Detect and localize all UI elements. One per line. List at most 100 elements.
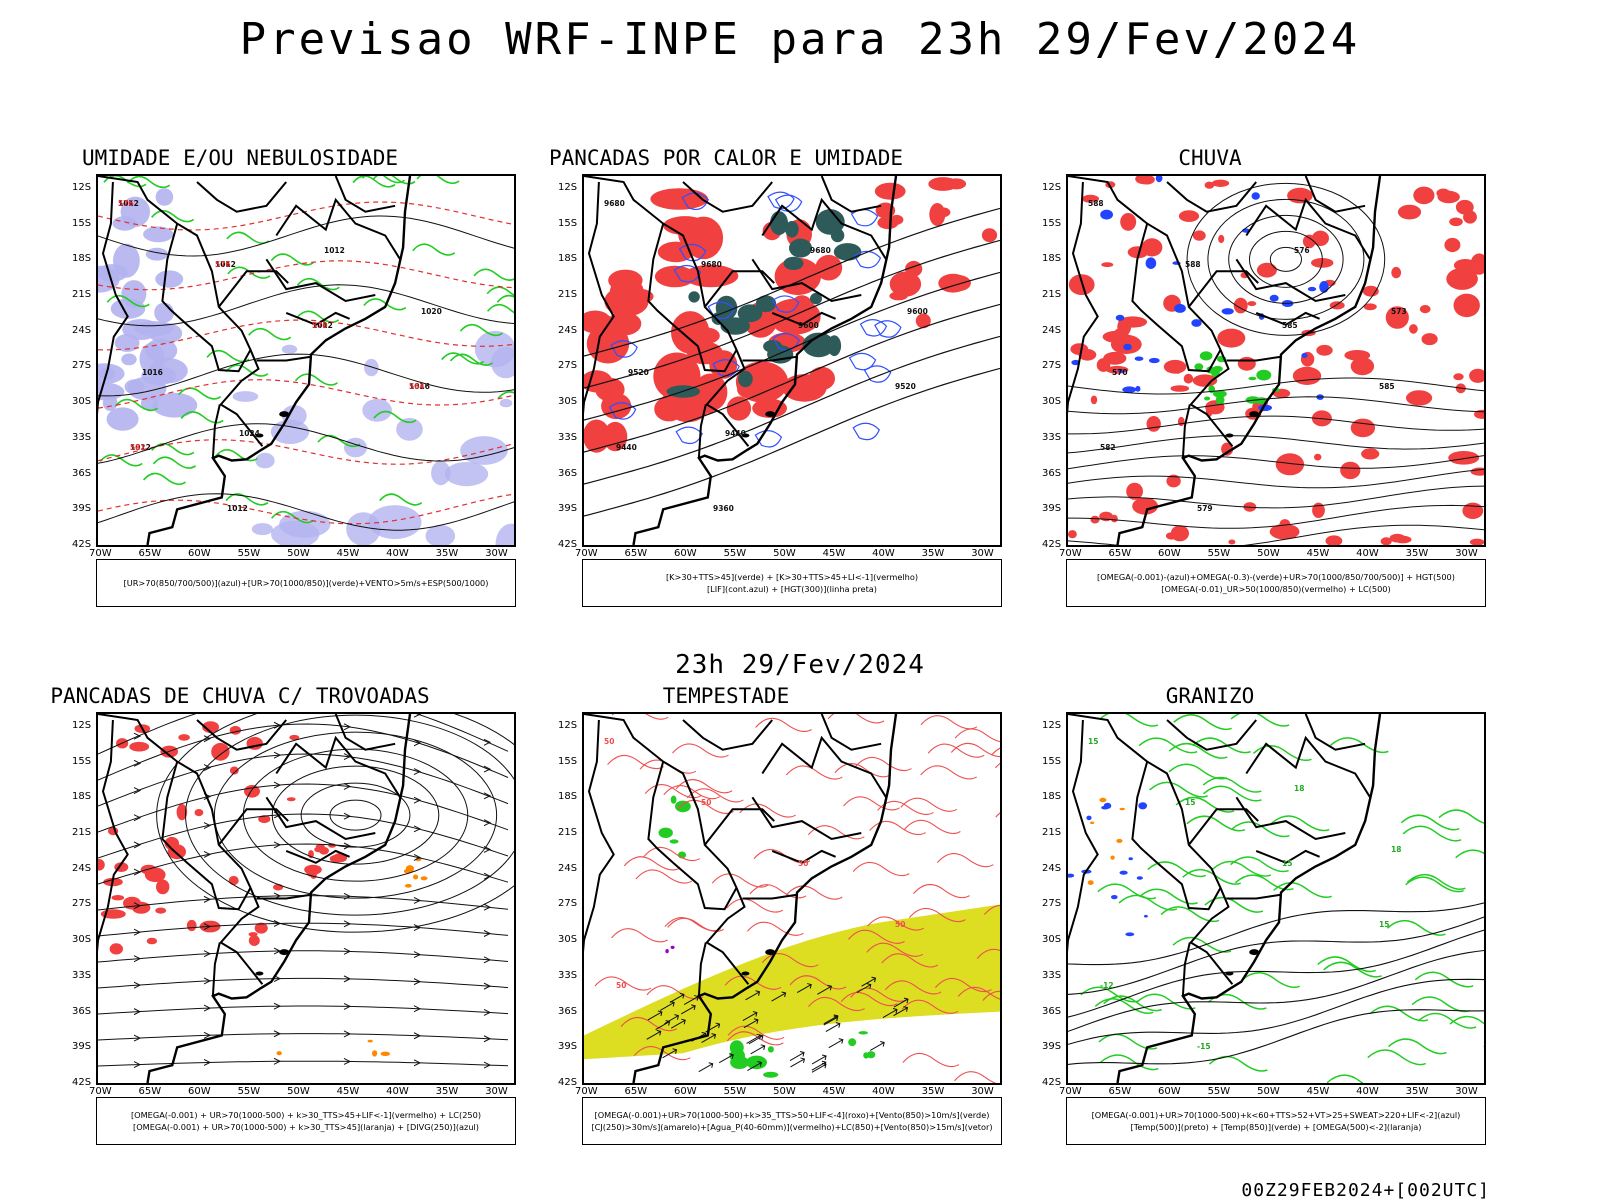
contour-label: 1016 (142, 368, 163, 377)
lat-tick-label: 27S (72, 898, 92, 910)
lat-tick-label: 30S (558, 396, 578, 408)
lon-tick-label: 70W (89, 1086, 112, 1097)
lon-tick-label: 30W (971, 1086, 994, 1097)
lat-tick-label: 30S (72, 396, 92, 408)
contour-label: 588 (1088, 199, 1104, 208)
lon-tick-label: 40W (1356, 1086, 1379, 1097)
lat-tick-label: 12S (558, 181, 578, 193)
legend-line: [Temp(500)](preto) + [Temp(850)](verde) … (1130, 1122, 1422, 1132)
contour-label: -15 (1197, 1042, 1211, 1051)
lat-tick-label: 24S (72, 324, 92, 336)
lon-tick-label: 35W (921, 1086, 945, 1097)
lon-tick-label: 55W (723, 1086, 747, 1097)
panel-pancadas-trovoadas: PANCADAS DE CHUVA C/ TROVOADAS 12S 15S 18S 2… (0, 684, 516, 1164)
lon-tick-label: 60W (188, 1086, 211, 1097)
lat-tick-label: 39S (558, 1041, 578, 1053)
lat-tick-label: 15S (558, 217, 578, 229)
legend-line: [OMEGA(-0.01)_UR>50(1000/850)(vermelho) … (1161, 584, 1391, 594)
map-svg: 50 50 50 50 50 (584, 714, 1000, 1083)
map-svg: 15 15 15 15 -12 -15 18 18 (1068, 714, 1484, 1083)
lon-tick-label: 30W (485, 548, 508, 559)
map-area: 15 15 15 15 -12 -15 18 18 (1066, 712, 1486, 1085)
lon-tick-label: 35W (1405, 548, 1429, 559)
lat-tick-label: 36S (558, 467, 578, 479)
lon-tick-label: 55W (1207, 548, 1231, 559)
contour-label: 50 (895, 920, 905, 929)
lat-tick-label: 33S (1042, 431, 1062, 443)
contour-label: 15 (1185, 798, 1195, 807)
lon-tick-label: 50W (287, 548, 310, 559)
lat-tick-label: 42S (1042, 539, 1062, 550)
lon-tick-label: 45W (336, 548, 360, 559)
contour-label: 9520 (895, 382, 916, 391)
map-svg: 9680 9680 9600 9520 9440 9360 9680 9600 9520 9440 (584, 176, 1000, 545)
lat-tick-label: 18S (72, 791, 92, 803)
contour-label: 15 (1088, 737, 1098, 746)
contour-label: 9600 (907, 307, 928, 316)
lat-tick-label: 33S (72, 969, 92, 981)
legend-line: [OMEGA(-0.001) + UR>70(1000-500) + k>30_… (130, 1110, 482, 1120)
contour-label: 1012 (227, 504, 248, 513)
lon-tick-label: 30W (971, 548, 994, 559)
lon-tick-label: 30W (1455, 1086, 1478, 1097)
lat-tick-label: 27S (72, 360, 92, 372)
lon-tick-label: 40W (1356, 548, 1379, 559)
lat-tick-label: 21S (1042, 289, 1062, 301)
contour-label: 570 (312, 321, 328, 330)
lon-tick-label: 40W (872, 1086, 895, 1097)
panel-legend: [OMEGA(-0.001) + UR>70(1000-500) + k>30_… (96, 1097, 516, 1145)
lon-tick-label: 40W (386, 1086, 409, 1097)
lon-tick-label: 60W (674, 1086, 697, 1097)
lon-tick-label: 50W (1257, 548, 1280, 559)
legend-line: [OMEGA(-0.001)-(azul)+OMEGA(-0.3)-(verde… (1097, 572, 1455, 582)
contour-label: 588 (1185, 260, 1201, 269)
lat-tick-label: 39S (1042, 1041, 1062, 1053)
lat-tick-label: 33S (1042, 969, 1062, 981)
lat-tick-label: 15S (558, 755, 578, 767)
contour-label: 1020 (421, 307, 442, 316)
lon-tick-label: 70W (1059, 548, 1082, 559)
panel-title: TEMPESTADE (662, 684, 790, 708)
contour-label: 9440 (616, 443, 637, 452)
lat-tick-label: 18S (1042, 791, 1062, 803)
panel-legend: [OMEGA(-0.001)-(azul)+OMEGA(-0.3)-(verde… (1066, 559, 1486, 607)
lat-tick-label: 42S (558, 1077, 578, 1088)
contour-label: 564 (409, 382, 425, 391)
lat-tick-label: 30S (1042, 396, 1062, 408)
lon-tick-label: 60W (1158, 1086, 1181, 1097)
lat-tick-label: 12S (1042, 181, 1062, 193)
lat-tick-label: 15S (1042, 217, 1062, 229)
lat-tick-label: 27S (1042, 898, 1062, 910)
lat-tick-label: 21S (1042, 827, 1062, 839)
contour-label: 50 (798, 859, 808, 868)
contour-label: 570 (1112, 368, 1128, 377)
contour-label: 18 (1391, 845, 1401, 854)
lat-tick-label: 33S (558, 431, 578, 443)
run-stamp: 00Z29FEB2024+[002UTC] (1241, 1180, 1490, 1201)
lon-tick-label: 65W (624, 1086, 648, 1097)
map-area: 1012 1012 1012 1016 1012 1012 1012 1020 1016 1024… (96, 174, 516, 547)
legend-line: [OMEGA(-0.001)+UR>70(1000-500)+k<60+TTS>… (1091, 1110, 1461, 1120)
lat-tick-label: 12S (558, 719, 578, 731)
lon-tick-label: 60W (188, 548, 211, 559)
legend-line: [OMEGA(-0.001) + UR>70(1000-500) + k>30_… (133, 1122, 479, 1132)
lon-tick-label: 35W (921, 548, 945, 559)
lat-tick-label: 36S (1042, 1005, 1062, 1017)
lon-tick-label: 50W (773, 1086, 796, 1097)
lat-tick-label: 15S (1042, 755, 1062, 767)
contour-label: -12 (1100, 981, 1114, 990)
lat-tick-label: 33S (558, 969, 578, 981)
lon-tick-label: 30W (485, 1086, 508, 1097)
lon-tick-label: 55W (723, 548, 747, 559)
lat-tick-label: 21S (558, 289, 578, 301)
contour-label: 50 (616, 981, 626, 990)
lat-tick-label: 18S (72, 253, 92, 265)
panel-title: UMIDADE E/OU NEBULOSIDADE (81, 146, 399, 170)
lon-tick-label: 60W (1158, 548, 1181, 559)
contour-label: 1012 (130, 443, 151, 452)
lon-tick-label: 70W (575, 548, 598, 559)
lat-tick-label: 24S (1042, 862, 1062, 874)
lat-tick-label: 42S (72, 539, 92, 550)
legend-line: [CJ(250)>30m/s](amarelo)+[Agua_P(40-60mm… (591, 1122, 993, 1132)
lon-tick-label: 45W (1306, 1086, 1330, 1097)
